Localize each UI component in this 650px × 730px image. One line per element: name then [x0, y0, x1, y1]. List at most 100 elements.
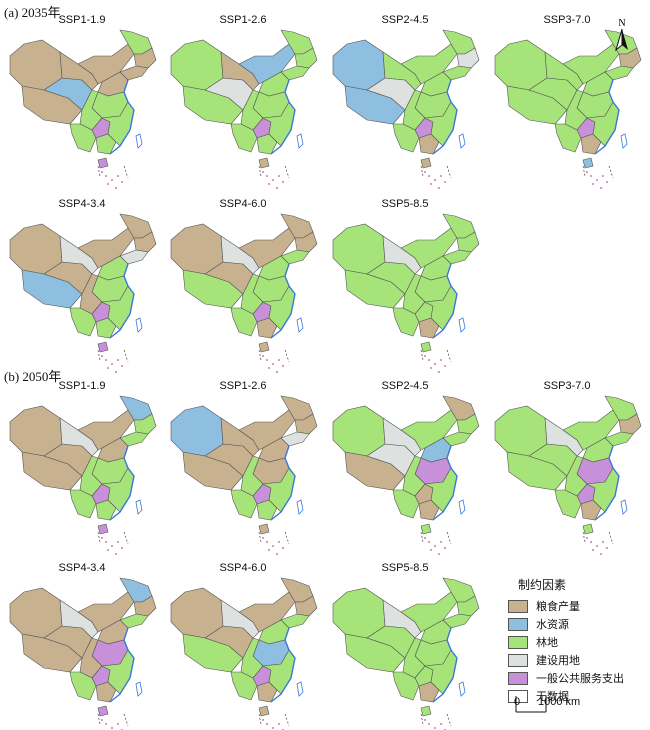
coastline: [270, 445, 296, 521]
panel-label: SSP1-2.6: [219, 380, 267, 392]
region-guangxi: [95, 681, 117, 703]
island-mark: [606, 181, 608, 183]
map-panel: SSP3-7.0: [487, 378, 647, 555]
region-xinjiang: [332, 587, 386, 639]
section-title-2050: (b) 2050年: [4, 369, 62, 384]
sea-boundary: [420, 349, 424, 361]
region-guangxi: [256, 133, 278, 155]
region-taiwan: [296, 133, 304, 149]
china-map: [9, 213, 157, 373]
map-panel: SSP4-6.0: [163, 560, 323, 730]
region-taiwan: [296, 317, 304, 333]
island-mark: [101, 537, 103, 539]
island-mark: [428, 723, 430, 725]
island-mark: [101, 171, 103, 173]
island-mark: [592, 549, 594, 551]
region-xinjiang: [170, 223, 224, 275]
region-yunnan: [69, 671, 97, 701]
coastline: [432, 79, 458, 155]
region-yunnan: [230, 123, 258, 153]
region-neimeng: [77, 409, 135, 451]
island-mark: [268, 367, 270, 369]
region-neimeng: [77, 43, 135, 85]
china-map: [9, 395, 157, 555]
island-mark: [428, 175, 430, 177]
island-mark: [272, 179, 274, 181]
region-neimeng: [238, 591, 296, 633]
region-yunnan: [230, 489, 258, 519]
region-hainan: [258, 157, 270, 169]
island-mark: [596, 179, 598, 181]
island-mark: [276, 187, 278, 189]
region-hainan: [258, 523, 270, 535]
legend-item-none: 无数据: [508, 687, 648, 705]
region-taiwan: [620, 499, 628, 515]
island-mark: [121, 547, 123, 549]
sea-boundary: [446, 713, 452, 727]
region-neimeng: [400, 227, 458, 269]
island-mark: [590, 541, 592, 543]
region-neimeng: [238, 227, 296, 269]
island-mark: [268, 549, 270, 551]
north-arrow-icon: N: [615, 18, 628, 52]
legend-label: 粮食产量: [536, 601, 580, 613]
sea-boundary: [608, 531, 614, 545]
coastline: [432, 263, 458, 339]
region-neimeng: [238, 43, 296, 85]
island-mark: [272, 545, 274, 547]
island-mark: [266, 175, 268, 177]
island-mark: [121, 365, 123, 367]
china-map: [332, 577, 480, 730]
coastline: [270, 263, 296, 339]
china-map: [332, 395, 480, 555]
legend-swatch: [508, 635, 528, 649]
island-mark: [117, 541, 119, 543]
panel-label: SSP2-4.5: [381, 14, 429, 26]
island-mark: [262, 171, 264, 173]
region-hainan: [420, 157, 432, 169]
coastline: [109, 263, 135, 339]
island-mark: [272, 363, 274, 365]
coastline: [109, 445, 135, 521]
island-mark: [282, 547, 284, 549]
region-yunnan: [392, 489, 420, 519]
region-guangxi: [580, 499, 602, 521]
region-guangxi: [95, 499, 117, 521]
island-mark: [278, 175, 280, 177]
island-mark: [440, 175, 442, 177]
island-mark: [115, 187, 117, 189]
island-mark: [278, 723, 280, 725]
sea-boundary: [608, 165, 614, 179]
island-mark: [266, 359, 268, 361]
island-mark: [105, 723, 107, 725]
island-mark: [440, 723, 442, 725]
island-mark: [440, 359, 442, 361]
island-mark: [440, 541, 442, 543]
section-title-2035: (a) 2035年: [4, 5, 61, 20]
island-mark: [602, 541, 604, 543]
map-panel: SSP4-6.0: [163, 196, 323, 373]
island-mark: [111, 179, 113, 181]
panel-label: SSP1-2.6: [219, 14, 267, 26]
region-guangxi: [256, 317, 278, 339]
island-mark: [430, 549, 432, 551]
china-map: [170, 577, 318, 730]
sea-boundary: [582, 165, 586, 177]
region-guangxi: [256, 681, 278, 703]
island-mark: [434, 363, 436, 365]
island-mark: [105, 175, 107, 177]
coastline: [270, 79, 296, 155]
region-yunnan: [69, 307, 97, 337]
region-yunnan: [230, 307, 258, 337]
sea-boundary: [123, 713, 129, 727]
region-guangxi: [418, 317, 440, 339]
region-xinjiang: [9, 39, 63, 91]
map-panel: SSP5-8.5: [325, 196, 485, 373]
panel-label: SSP3-7.0: [543, 14, 591, 26]
panel-label: SSP2-4.5: [381, 380, 429, 392]
region-taiwan: [135, 133, 143, 149]
china-map: [332, 213, 480, 373]
legend: 制约因素 粮食产量 水资源 林地 建设用地 一般公共服务支出 无数据: [508, 576, 648, 705]
legend-swatch: [508, 689, 528, 703]
coastline: [594, 79, 620, 155]
